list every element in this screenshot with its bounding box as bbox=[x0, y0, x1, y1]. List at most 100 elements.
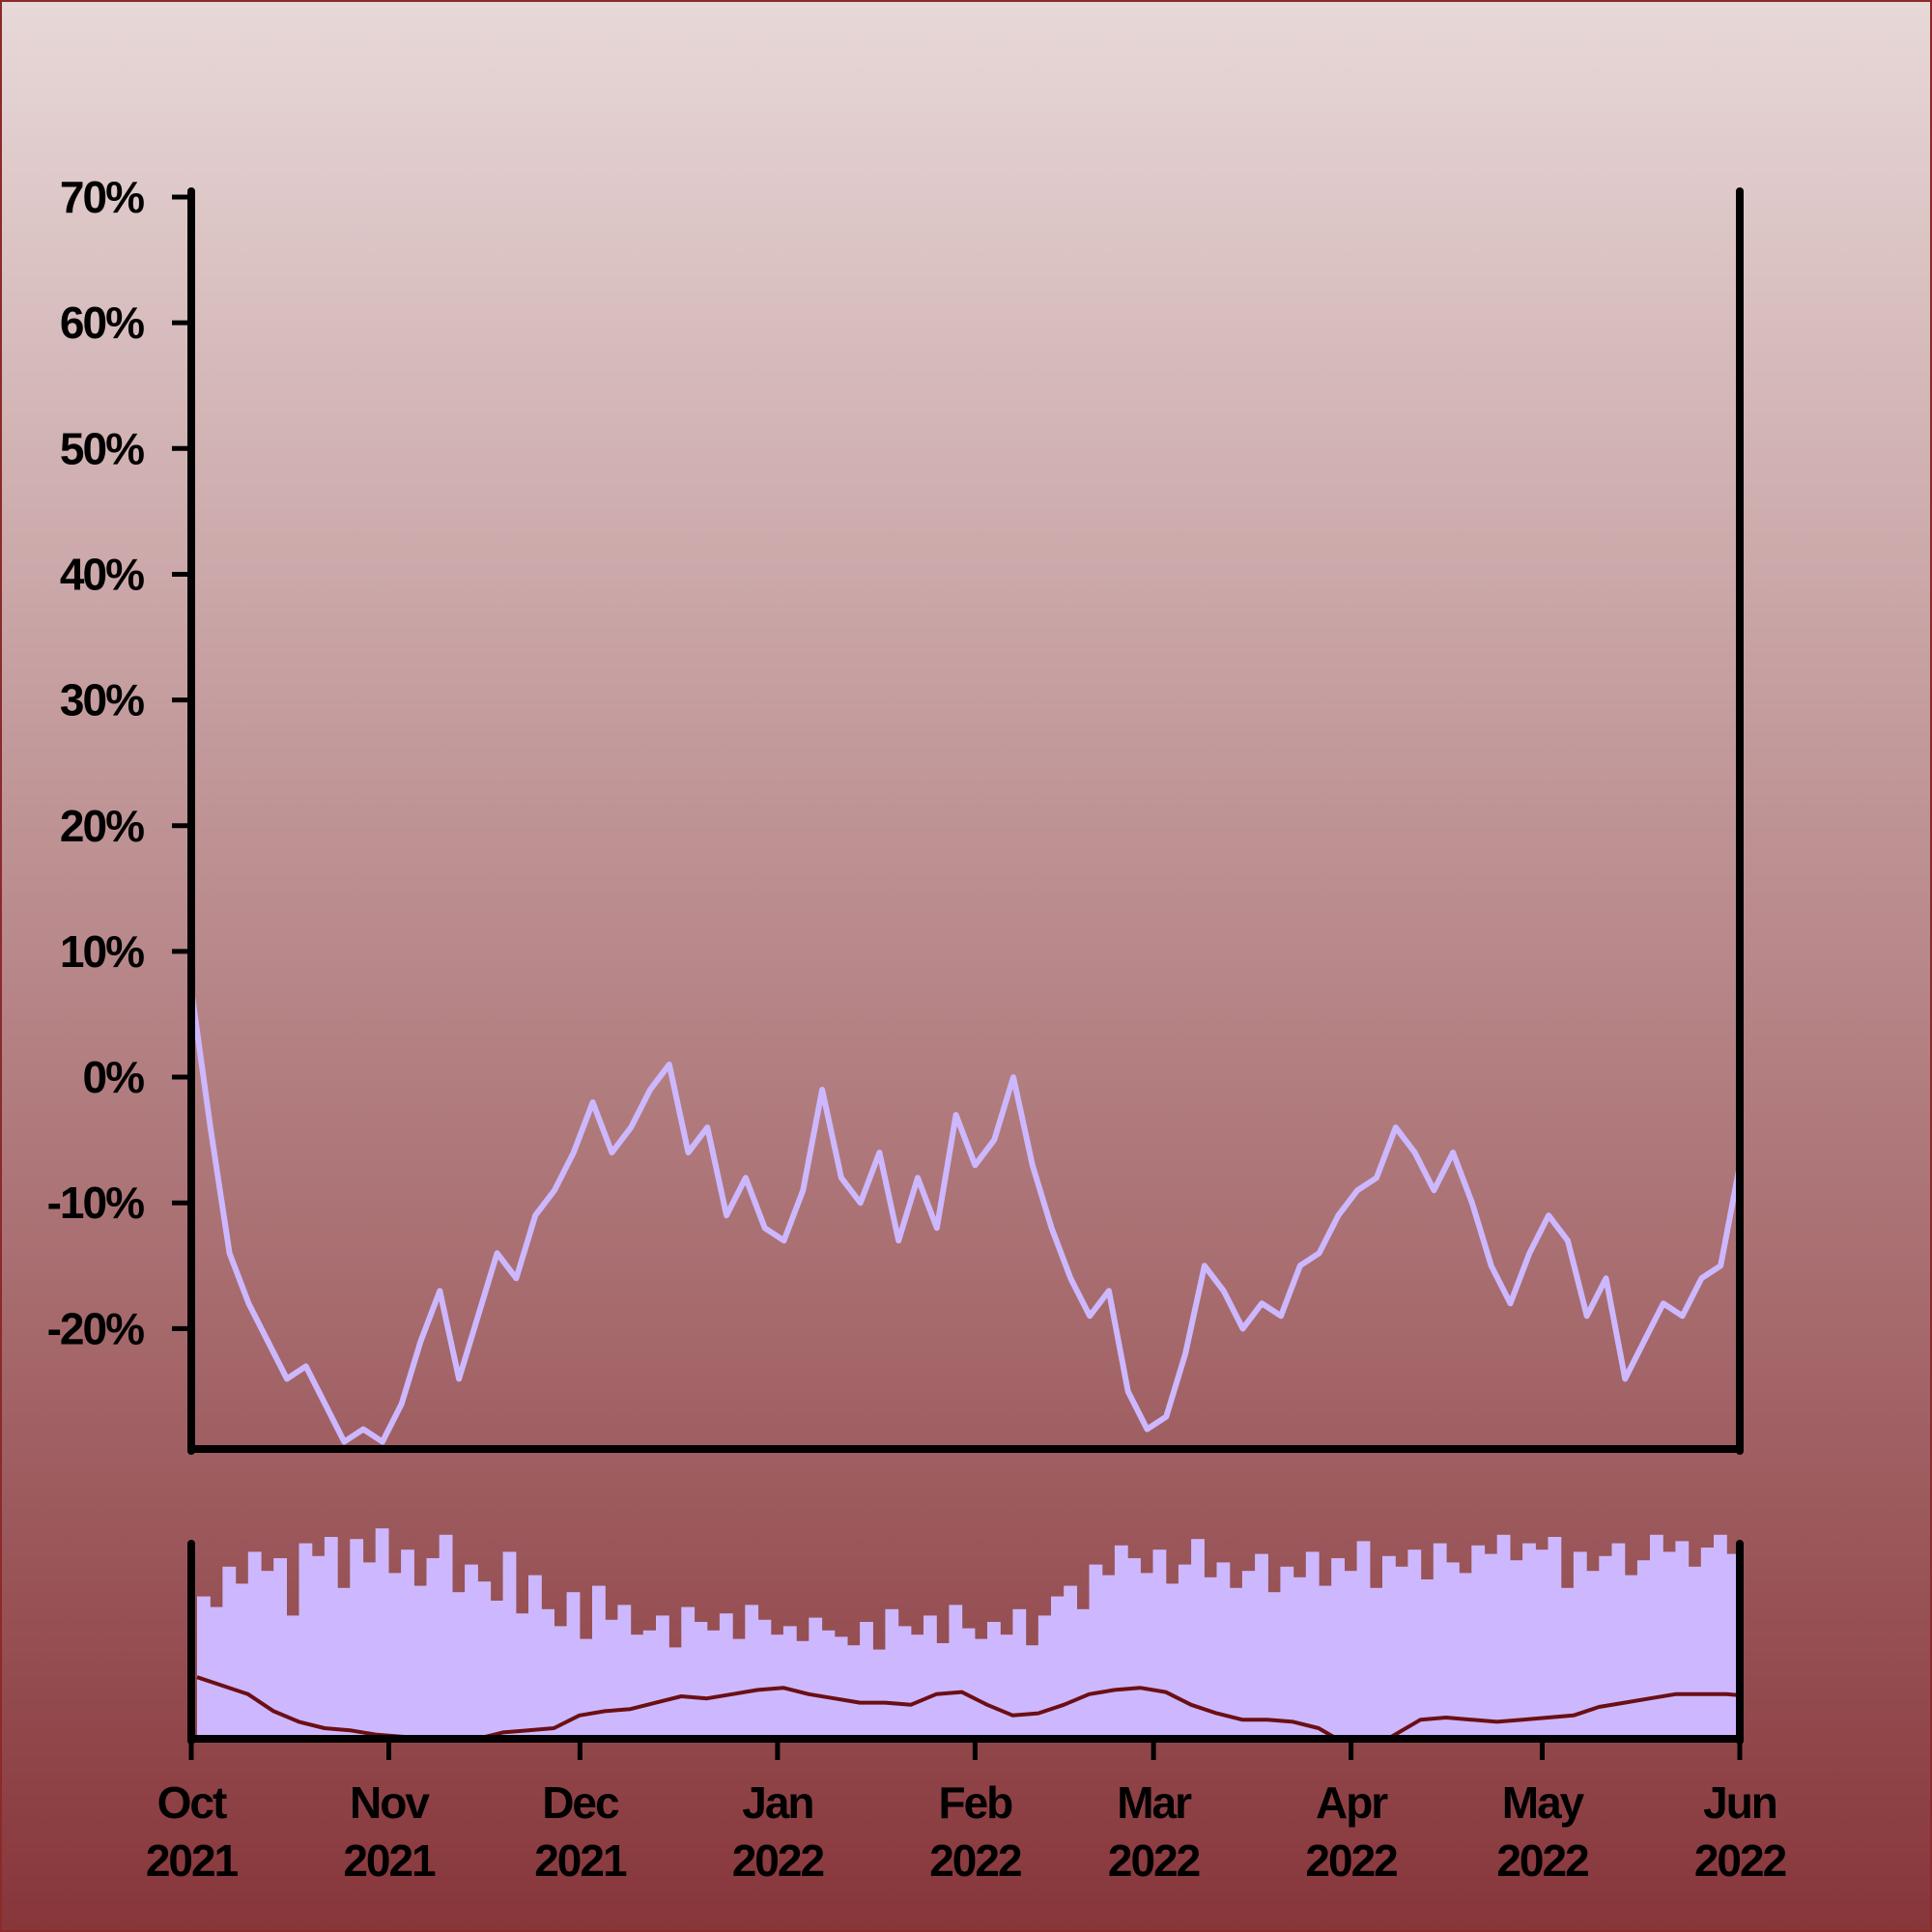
volume-bar bbox=[592, 1585, 606, 1739]
price-axes bbox=[187, 187, 1744, 1455]
y-tick-label: 60% bbox=[60, 298, 144, 348]
volume-ma-group bbox=[196, 1675, 1738, 1739]
volume-bar bbox=[757, 1619, 772, 1739]
volume-bar bbox=[426, 1558, 440, 1739]
volume-bar bbox=[987, 1622, 1001, 1739]
volume-axes bbox=[187, 1540, 1744, 1745]
x-tick-label-month: Feb bbox=[939, 1777, 1013, 1828]
y-tick-label: -10% bbox=[47, 1178, 144, 1228]
x-tick-label-month: Nov bbox=[350, 1777, 430, 1828]
volume-bar bbox=[1319, 1585, 1332, 1739]
volume-bar bbox=[1662, 1551, 1676, 1739]
volume-bar bbox=[337, 1587, 351, 1739]
volume-bar bbox=[1599, 1555, 1613, 1739]
volume-bar bbox=[732, 1638, 746, 1739]
x-tick-label-year: 2021 bbox=[146, 1835, 239, 1886]
y-tick-label: 30% bbox=[60, 675, 144, 725]
volume-bar bbox=[1369, 1587, 1383, 1739]
volume-bar bbox=[1560, 1587, 1575, 1739]
y-tick-label: 20% bbox=[60, 801, 144, 851]
volume-bar bbox=[350, 1539, 364, 1739]
price-series-group bbox=[194, 988, 1738, 1445]
volume-bar bbox=[642, 1630, 657, 1739]
volume-bar bbox=[1675, 1541, 1690, 1739]
price-line bbox=[194, 988, 1738, 1445]
volume-bar bbox=[1382, 1555, 1396, 1739]
volume-bar bbox=[413, 1585, 428, 1739]
volume-bar bbox=[1293, 1577, 1307, 1739]
volume-bar bbox=[1395, 1566, 1408, 1739]
volume-bar bbox=[286, 1615, 300, 1739]
volume-bar bbox=[1025, 1645, 1039, 1739]
volume-bar bbox=[706, 1630, 721, 1739]
volume-bar bbox=[439, 1534, 453, 1739]
volume-bar bbox=[197, 1596, 211, 1739]
volume-bar bbox=[1216, 1562, 1231, 1739]
volume-bar bbox=[668, 1647, 682, 1739]
volume-bar bbox=[247, 1551, 262, 1739]
volume-bar bbox=[528, 1575, 542, 1739]
volume-bar bbox=[1548, 1537, 1562, 1739]
volume-bar bbox=[1064, 1585, 1077, 1739]
x-tick-label-year: 2021 bbox=[534, 1835, 627, 1886]
volume-bar bbox=[1255, 1553, 1268, 1739]
volume-bar bbox=[656, 1615, 669, 1739]
x-tick-label-year: 2022 bbox=[732, 1835, 824, 1886]
volume-bar bbox=[1407, 1549, 1422, 1739]
y-tick-label: 40% bbox=[60, 549, 144, 599]
x-tick-label-month: Mar bbox=[1117, 1777, 1192, 1828]
y-tick-label: 50% bbox=[60, 423, 144, 473]
volume-bar bbox=[1152, 1549, 1167, 1739]
volume-bar bbox=[465, 1564, 478, 1739]
volume-bar bbox=[579, 1638, 593, 1739]
volume-bar bbox=[324, 1537, 338, 1739]
volume-bar bbox=[1688, 1566, 1702, 1739]
volume-bar bbox=[235, 1583, 249, 1739]
volume-bar bbox=[1611, 1543, 1626, 1739]
volume-bar bbox=[923, 1615, 937, 1739]
volume-bar bbox=[222, 1566, 237, 1739]
volume-bar bbox=[1114, 1545, 1128, 1739]
volume-bar bbox=[1700, 1548, 1715, 1739]
volume-bar bbox=[1140, 1573, 1154, 1739]
volume-bars-group bbox=[197, 1528, 1738, 1739]
volume-bar bbox=[1509, 1560, 1523, 1739]
volume-bar bbox=[1650, 1534, 1663, 1739]
volume-bar bbox=[821, 1630, 836, 1739]
volume-panel: Oct 2021 Nov 2021 Dec 2021 Jan 2022 Feb 2022 Mar 20… bbox=[146, 1528, 1788, 1886]
volume-bar bbox=[311, 1555, 326, 1739]
volume-bar bbox=[1624, 1575, 1638, 1739]
volume-bar bbox=[1496, 1534, 1511, 1739]
x-tick-label-month: Apr bbox=[1316, 1777, 1388, 1828]
volume-bar bbox=[961, 1628, 976, 1739]
volume-bar bbox=[554, 1626, 568, 1739]
volume-bar bbox=[1165, 1583, 1179, 1739]
volume-bar bbox=[502, 1551, 517, 1739]
y-axis-ticks: 70% 60% 50% 40% 30% 20% 10% 0% -10% -20% bbox=[47, 172, 191, 1353]
x-tick-label-month: Oct bbox=[157, 1777, 227, 1828]
x-tick-label-year: 2022 bbox=[1694, 1835, 1786, 1886]
x-tick-label-year: 2021 bbox=[343, 1835, 436, 1886]
volume-bar bbox=[630, 1634, 644, 1739]
x-tick-label-month: May bbox=[1502, 1777, 1585, 1828]
volume-bar bbox=[273, 1558, 287, 1739]
volume-bar bbox=[1229, 1587, 1243, 1739]
volume-bar bbox=[1331, 1558, 1345, 1739]
x-tick-label-month: Jan bbox=[742, 1777, 812, 1828]
volume-bar bbox=[477, 1581, 492, 1739]
volume-bar bbox=[1484, 1553, 1498, 1739]
volume-bar bbox=[566, 1592, 581, 1739]
volume-bar bbox=[1714, 1534, 1727, 1739]
volume-bar bbox=[1522, 1543, 1536, 1739]
x-axis-ticks: Oct 2021 Nov 2021 Dec 2021 Jan 2022 Feb 2022 Mar 20… bbox=[146, 1739, 1788, 1886]
volume-bar bbox=[910, 1634, 924, 1739]
volume-bar bbox=[1446, 1562, 1460, 1739]
volume-bar bbox=[515, 1613, 529, 1739]
volume-bar bbox=[1420, 1579, 1435, 1739]
volume-bar bbox=[782, 1626, 797, 1739]
volume-bar bbox=[1459, 1573, 1472, 1739]
volume-bar bbox=[605, 1619, 618, 1739]
volume-bar bbox=[1280, 1566, 1294, 1739]
